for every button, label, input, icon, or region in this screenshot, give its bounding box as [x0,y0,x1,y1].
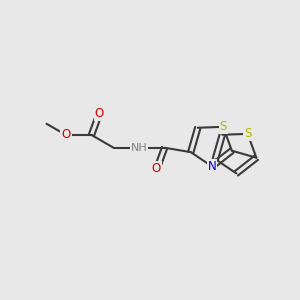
Text: O: O [61,128,70,142]
Text: O: O [94,107,104,120]
Text: N: N [208,160,216,173]
Text: S: S [220,120,227,133]
Text: NH: NH [131,143,148,153]
Text: O: O [152,162,161,176]
Text: S: S [244,128,251,140]
